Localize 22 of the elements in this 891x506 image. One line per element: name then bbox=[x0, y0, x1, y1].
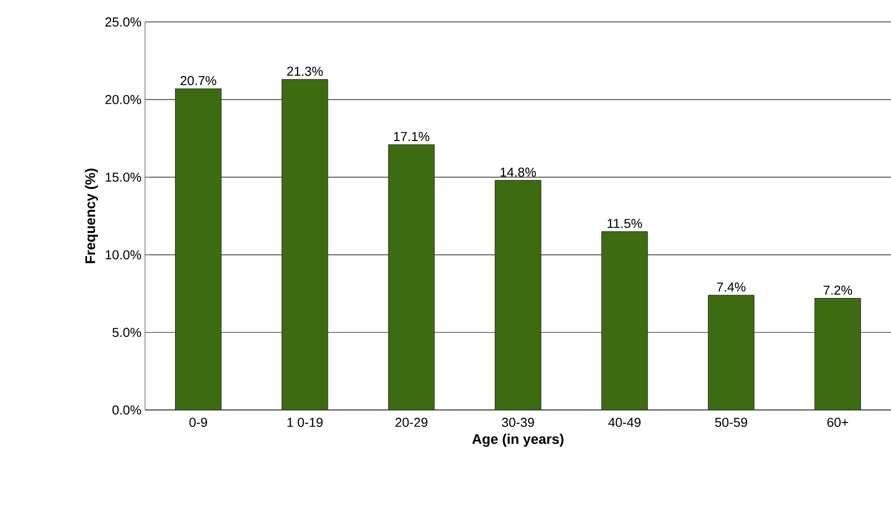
y-tick-label: 5.0% bbox=[112, 328, 142, 337]
x-tick-label: 1 0-19 bbox=[287, 418, 323, 427]
data-label: 21.3% bbox=[287, 66, 323, 76]
x-tick-label: 20-29 bbox=[396, 418, 428, 427]
x-tick-label: 60+ bbox=[827, 418, 848, 427]
data-label: 7.2% bbox=[824, 286, 852, 295]
x-tick-label: 0-9 bbox=[189, 418, 208, 427]
x-axis-title: Age (in years) bbox=[472, 434, 564, 447]
data-label: 11.5% bbox=[608, 218, 642, 228]
data-label: 17.1% bbox=[394, 132, 430, 142]
y-tick-label: 10.0% bbox=[106, 250, 142, 260]
y-tick-label: 20.0% bbox=[105, 94, 142, 104]
data-label: 14.8% bbox=[500, 168, 536, 177]
x-tick-label: 40-49 bbox=[608, 418, 641, 427]
data-label: 7.4% bbox=[717, 282, 746, 292]
y-tick-label: 25.0% bbox=[105, 17, 142, 27]
data-label: 20.7% bbox=[180, 76, 216, 86]
x-tick-label: 50-59 bbox=[715, 418, 748, 427]
y-axis-title: Frequency (%) bbox=[84, 168, 98, 264]
y-tick-label: 0.0% bbox=[112, 405, 142, 415]
y-tick-label: 15.0% bbox=[106, 172, 142, 182]
x-tick-label: 30-39 bbox=[502, 418, 534, 427]
